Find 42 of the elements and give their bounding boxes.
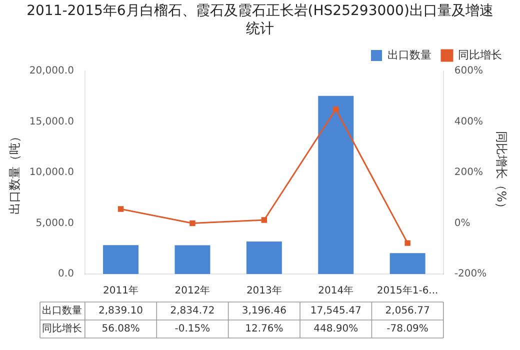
y-tick-label: 10,000.0 — [29, 167, 74, 178]
bar — [390, 253, 426, 274]
x-tick-label: 2011年 — [103, 284, 139, 297]
y2-tick-label: -200% — [454, 268, 487, 280]
data-label: 56.08% — [102, 324, 140, 335]
y-tick-label: 20,000.0 — [29, 66, 74, 77]
y2-tick-label: 400% — [454, 116, 483, 128]
chart-title: 2011-2015年6月白榴石、霞石及霞石正长岩(HS25293000)出口量及增速统计 — [26, 2, 494, 39]
legend-label: 同比增长 — [458, 48, 502, 62]
y2-tick-label: 600% — [454, 66, 483, 77]
point — [261, 217, 268, 223]
legend-label: 出口数量 — [388, 48, 432, 62]
bar — [103, 245, 139, 274]
point — [118, 206, 124, 212]
y-tick-label: 5,000.0 — [36, 218, 74, 229]
bar — [174, 245, 210, 274]
data-label: 2,839.10 — [98, 306, 144, 317]
point — [190, 220, 196, 226]
data-label: 2,834.72 — [170, 306, 215, 317]
text: 同比增长 — [42, 324, 82, 335]
x-tick-label: 2013年 — [246, 284, 282, 297]
data-label: 448.90% — [314, 324, 358, 335]
y-tick-label: 0.0 — [58, 268, 74, 280]
y2-axis-title: 同比增长（%） — [494, 130, 509, 214]
y-tick-label: 15,000.0 — [29, 116, 74, 128]
x-tick-label: 2015年1-6... — [376, 284, 438, 297]
bar — [318, 96, 354, 274]
data-label: 2,056.77 — [385, 306, 430, 317]
data-label: -0.15% — [174, 324, 210, 335]
x-tick-label: 2012年 — [174, 284, 210, 297]
y-axis-title: 出口数量（吨） — [7, 130, 22, 214]
data-label: -78.09% — [386, 324, 428, 335]
point — [332, 106, 339, 112]
y2-tick-label: 200% — [454, 167, 483, 178]
point — [404, 240, 410, 246]
data-label: 17,545.47 — [310, 306, 362, 317]
x-tick-label: 2014年 — [318, 284, 354, 297]
y2-tick-label: 0% — [454, 218, 470, 229]
bar — [246, 242, 282, 274]
data-label: 12.76% — [245, 324, 284, 335]
text: 出口数量 — [42, 306, 82, 317]
data-label: 3,196.46 — [242, 306, 286, 317]
